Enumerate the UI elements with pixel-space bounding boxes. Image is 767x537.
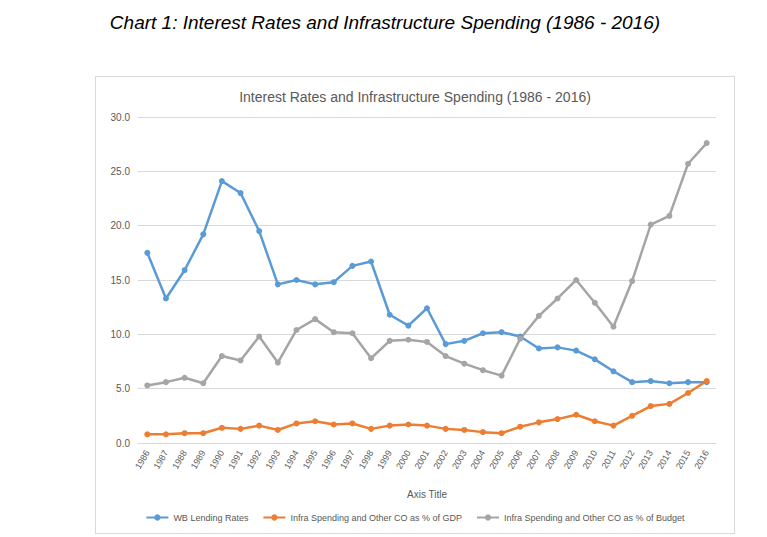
svg-text:WB Lending Rates: WB Lending Rates bbox=[173, 513, 249, 523]
svg-text:0.0: 0.0 bbox=[116, 438, 130, 449]
svg-text:2012: 2012 bbox=[618, 448, 637, 470]
svg-text:2005: 2005 bbox=[487, 448, 506, 470]
svg-text:Interest Rates and Infrastruct: Interest Rates and Infrastructure Spendi… bbox=[239, 89, 591, 105]
svg-text:2000: 2000 bbox=[394, 448, 413, 470]
svg-text:1987: 1987 bbox=[152, 448, 171, 470]
svg-text:2006: 2006 bbox=[506, 448, 525, 470]
html-text:Chart 1: Interest Rates and In: Chart 1: Interest Rates and Infrastructu… bbox=[109, 12, 661, 33]
svg-text:1995: 1995 bbox=[301, 448, 320, 470]
svg-text:2009: 2009 bbox=[562, 448, 581, 470]
svg-text:2002: 2002 bbox=[431, 448, 450, 470]
svg-text:2004: 2004 bbox=[469, 448, 488, 470]
svg-text:1996: 1996 bbox=[319, 448, 338, 470]
svg-text:Infra Spending and Other CO as: Infra Spending and Other CO as % of GDP bbox=[290, 513, 462, 523]
svg-text:1998: 1998 bbox=[357, 448, 376, 470]
svg-text:2001: 2001 bbox=[413, 448, 432, 470]
svg-text:1992: 1992 bbox=[245, 448, 264, 470]
svg-text:2011: 2011 bbox=[599, 448, 617, 470]
svg-text:15.0: 15.0 bbox=[111, 275, 131, 286]
svg-text:25.0: 25.0 bbox=[111, 166, 131, 177]
svg-text:1986: 1986 bbox=[133, 448, 152, 470]
svg-text:20.0: 20.0 bbox=[111, 220, 131, 231]
svg-text:1994: 1994 bbox=[282, 448, 301, 470]
svg-text:Axis Title: Axis Title bbox=[407, 489, 447, 500]
svg-text:1990: 1990 bbox=[208, 448, 227, 470]
svg-text:1993: 1993 bbox=[264, 448, 283, 470]
svg-text:2016: 2016 bbox=[692, 448, 711, 470]
svg-text:2010: 2010 bbox=[580, 448, 599, 470]
svg-text:2015: 2015 bbox=[674, 448, 693, 470]
svg-text:Infra Spending and Other CO as: Infra Spending and Other CO as % of Budg… bbox=[504, 513, 685, 523]
svg-text:2003: 2003 bbox=[450, 448, 469, 470]
svg-text:1988: 1988 bbox=[170, 448, 189, 470]
svg-text:1989: 1989 bbox=[189, 448, 208, 470]
svg-text:30.0: 30.0 bbox=[111, 112, 131, 123]
svg-text:2014: 2014 bbox=[655, 448, 674, 470]
svg-text:1999: 1999 bbox=[375, 448, 394, 470]
svg-text:5.0: 5.0 bbox=[116, 383, 130, 394]
svg-text:10.0: 10.0 bbox=[111, 329, 131, 340]
svg-text:2007: 2007 bbox=[525, 448, 544, 470]
svg-text:2013: 2013 bbox=[636, 448, 655, 470]
svg-text:2008: 2008 bbox=[543, 448, 562, 470]
svg-text:1997: 1997 bbox=[338, 448, 357, 470]
svg-text:1991: 1991 bbox=[226, 448, 245, 470]
